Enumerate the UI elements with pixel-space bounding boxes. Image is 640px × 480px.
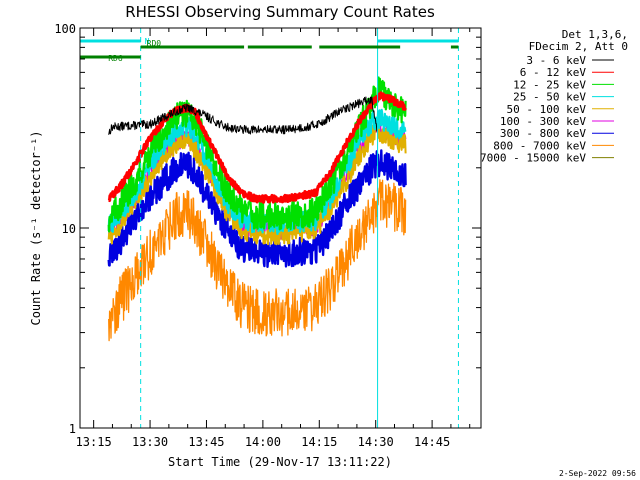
legend-entry-label: 6 - 12 keV <box>520 66 587 79</box>
x-tick-label: 13:45 <box>188 435 224 449</box>
y-axis: 1 10 100 <box>54 22 481 436</box>
series-line <box>108 179 407 342</box>
state-label: RD6 <box>108 54 123 63</box>
legend-header: Det 1,3,6, <box>562 28 628 41</box>
x-tick-label: 14:15 <box>301 435 337 449</box>
state-label: N <box>145 37 150 46</box>
legend-entry-label: 25 - 50 keV <box>513 91 586 104</box>
footer-timestamp: 2-Sep-2022 09:56 <box>559 469 636 478</box>
x-tick-label: 14:30 <box>358 435 394 449</box>
state-label: RD0 <box>147 39 162 48</box>
legend-entry-label: 7000 - 15000 keV <box>480 152 586 165</box>
chart-title: RHESSI Observing Summary Count Rates <box>125 3 435 21</box>
legend-entry-label: 3 - 6 keV <box>526 54 586 67</box>
legend-entry-label: 50 - 100 keV <box>507 103 587 116</box>
y-axis-label: Count Rate (s⁻¹ detector⁻¹) <box>29 130 43 325</box>
y-tick-label: 1 <box>69 422 76 436</box>
x-tick-label: 14:00 <box>245 435 281 449</box>
x-axis: 13:15 13:30 13:45 14:00 14:15 14:30 14:45 <box>76 28 471 449</box>
series-line <box>107 91 407 204</box>
legend-entry-label: 300 - 800 keV <box>500 127 586 140</box>
y-tick-label: 100 <box>54 22 76 36</box>
legend-header: FDecim 2, Att 0 <box>529 40 628 53</box>
series-line <box>107 123 407 246</box>
series-layer <box>107 76 407 342</box>
series-line <box>107 149 407 268</box>
x-tick-label: 14:45 <box>414 435 450 449</box>
x-axis-label: Start Time (29-Nov-17 13:11:22) <box>168 455 392 469</box>
x-tick-label: 13:30 <box>132 435 168 449</box>
legend-entry-label: 800 - 7000 keV <box>493 139 586 152</box>
x-tick-label: 13:15 <box>76 435 112 449</box>
series-line <box>108 96 378 135</box>
legend-entry-label: 12 - 25 keV <box>513 78 586 91</box>
y-tick-label: 10 <box>62 222 76 236</box>
legend-entry-label: 100 - 300 keV <box>500 115 586 128</box>
